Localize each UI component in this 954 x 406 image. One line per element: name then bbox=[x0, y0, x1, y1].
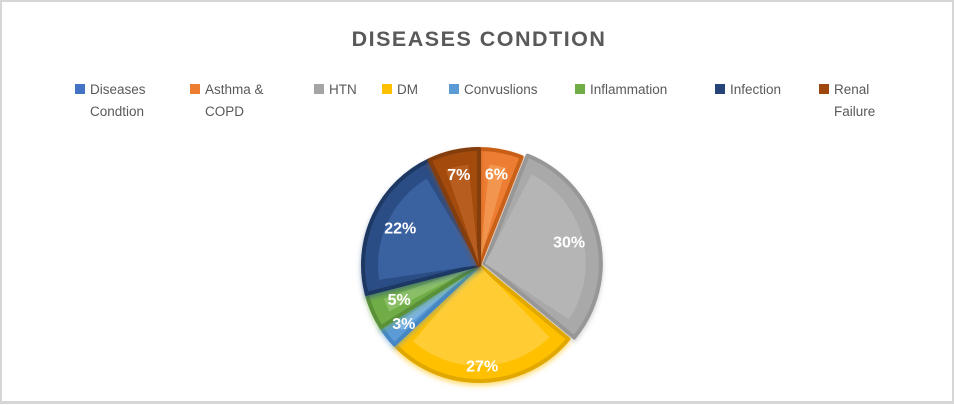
chart-title: DISEASES CONDTION bbox=[351, 27, 607, 51]
legend-item-renal-failure: Renal Failure bbox=[819, 79, 882, 123]
pie-slice-renal-failure bbox=[427, 147, 481, 267]
chart-legend: Diseases Condtion Asthma & COPD HTN DM Convu… bbox=[2, 79, 954, 123]
legend-label: Renal Failure bbox=[834, 82, 876, 119]
legend-label: Infection bbox=[730, 82, 782, 97]
pie-slice-label-htn: 30% bbox=[553, 234, 585, 251]
pie-data-labels: 6% 30% 27% 3% 5% 22% 7% bbox=[384, 166, 585, 375]
legend-item-diseases-condtion: Diseases Condtion bbox=[75, 79, 152, 123]
legend-label: Diseases Condtion bbox=[90, 82, 146, 119]
pie-slice-dm bbox=[392, 263, 571, 383]
legend-label: HTN bbox=[329, 82, 357, 97]
pie-slice-bevel bbox=[413, 265, 550, 366]
legend-swatch bbox=[819, 84, 829, 94]
legend-swatch bbox=[449, 84, 459, 94]
legend-item-htn: HTN bbox=[314, 79, 357, 101]
pie-slice-label-convuslions: 3% bbox=[392, 316, 415, 333]
pie-slice-infection bbox=[361, 158, 481, 296]
legend-swatch bbox=[314, 84, 324, 94]
legend-item-inflammation: Inflammation bbox=[575, 79, 667, 101]
legend-swatch bbox=[382, 84, 392, 94]
pie-slice-label-infection: 22% bbox=[384, 220, 416, 237]
pie-slice-label-asthma-copd: 6% bbox=[485, 166, 508, 183]
pie-slice-label-renal-failure: 7% bbox=[447, 167, 470, 184]
legend-label: Asthma & COPD bbox=[205, 82, 264, 119]
pie-slice-label-inflammation: 5% bbox=[388, 292, 411, 309]
legend-label: DM bbox=[397, 82, 418, 97]
pie-slice-bevel bbox=[396, 265, 479, 331]
legend-swatch bbox=[75, 84, 85, 94]
pie-slice-bevel bbox=[484, 174, 586, 320]
pie-slice-bevel bbox=[383, 265, 479, 312]
legend-swatch bbox=[575, 84, 585, 94]
legend-label: Convuslions bbox=[464, 82, 538, 97]
pie-slice-bevel bbox=[479, 164, 507, 265]
pie-slice-htn bbox=[482, 153, 603, 340]
legend-swatch bbox=[715, 84, 725, 94]
legend-label: Inflammation bbox=[590, 82, 668, 97]
legend-item-convuslions: Convuslions bbox=[449, 79, 538, 101]
pie-slice-bevel bbox=[445, 164, 479, 265]
legend-item-asthma-copd: Asthma & COPD bbox=[190, 79, 271, 123]
legend-item-dm: DM bbox=[382, 79, 418, 101]
legend-swatch bbox=[190, 84, 200, 94]
legend-item-infection: Infection bbox=[715, 79, 781, 101]
pie-slice-bevel bbox=[378, 178, 479, 280]
pie-slice-label-dm: 27% bbox=[466, 358, 498, 375]
